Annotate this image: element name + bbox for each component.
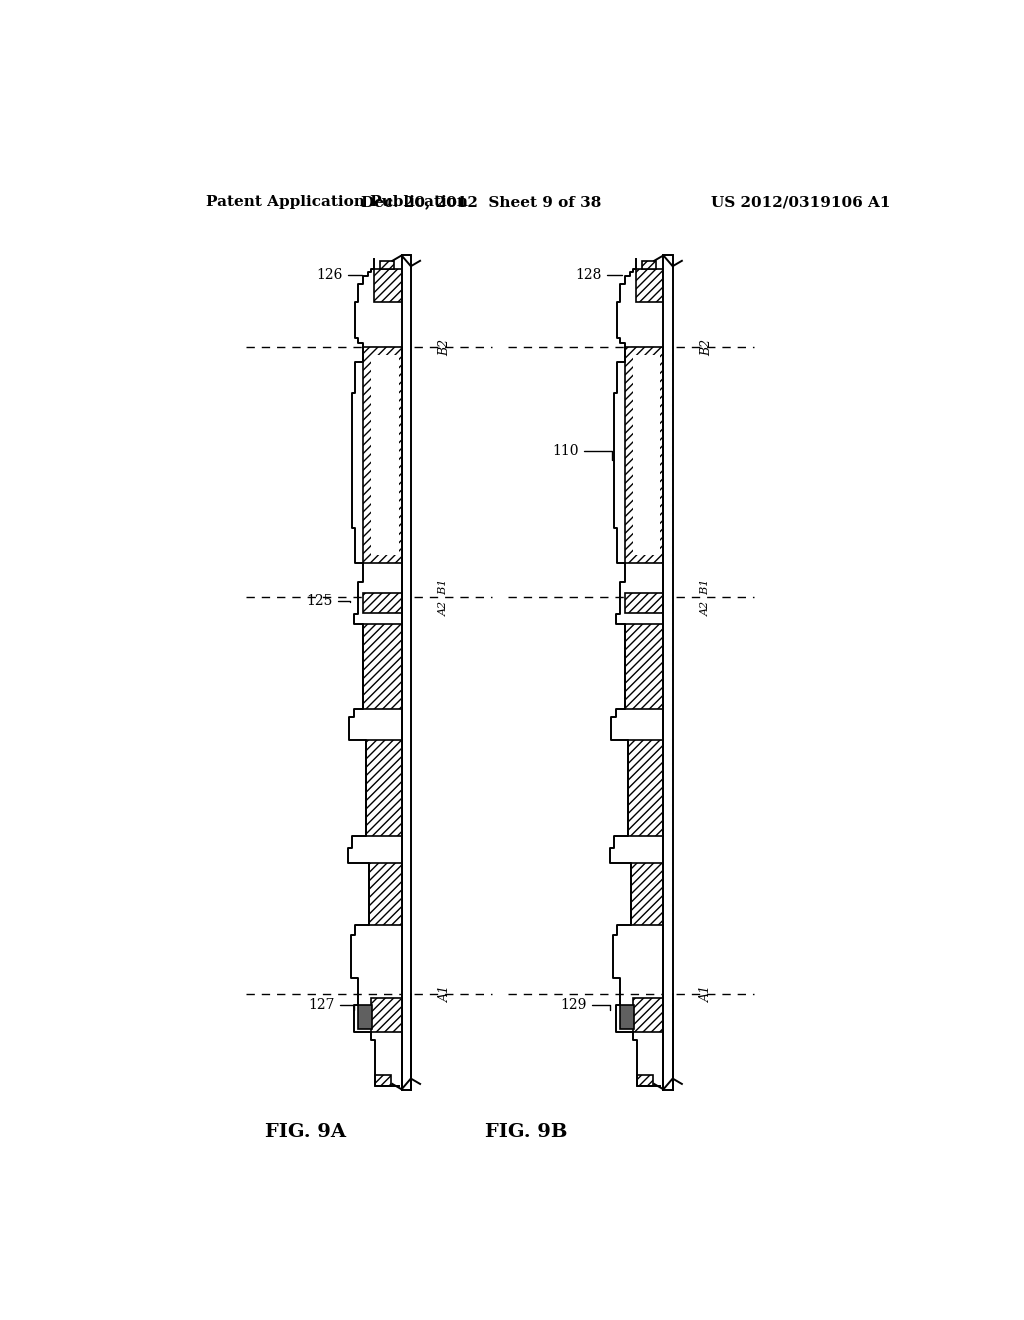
Text: B2: B2 [438, 338, 452, 355]
Bar [628, 739, 664, 836]
Bar [633, 998, 664, 1032]
Bar [636, 268, 664, 302]
Text: FIG. 9A: FIG. 9A [265, 1123, 346, 1142]
Text: 127: 127 [308, 998, 354, 1012]
Bar [642, 261, 655, 268]
Text: A2  B1: A2 B1 [438, 578, 449, 616]
Text: 110: 110 [552, 444, 611, 459]
Text: A1: A1 [700, 985, 714, 1002]
Text: A1: A1 [438, 985, 452, 1002]
Bar [364, 594, 401, 612]
Text: 129: 129 [560, 998, 609, 1012]
Bar [376, 1074, 391, 1086]
Bar [633, 355, 660, 554]
Text: US 2012/0319106 A1: US 2012/0319106 A1 [711, 195, 890, 210]
Text: A2  B1: A2 B1 [700, 578, 711, 616]
Text: 126: 126 [316, 268, 361, 282]
Text: 128: 128 [575, 268, 622, 282]
Bar [364, 347, 401, 562]
Text: Patent Application Publication: Patent Application Publication [206, 195, 468, 210]
Bar [367, 739, 401, 836]
Bar [370, 863, 401, 924]
Bar [371, 998, 401, 1032]
Text: 125: 125 [306, 594, 350, 609]
Text: B2: B2 [700, 338, 714, 355]
Bar [380, 261, 394, 268]
Bar [637, 1074, 652, 1086]
Bar [358, 1006, 373, 1028]
Bar [364, 624, 401, 709]
Bar [625, 347, 664, 562]
Bar [621, 1006, 634, 1028]
Bar [371, 355, 398, 554]
Bar [625, 624, 664, 709]
Bar [664, 255, 673, 1090]
Text: Dec. 20, 2012  Sheet 9 of 38: Dec. 20, 2012 Sheet 9 of 38 [360, 195, 601, 210]
Bar [625, 594, 664, 612]
Text: FIG. 9B: FIG. 9B [484, 1123, 567, 1142]
Bar [631, 863, 664, 924]
Bar [401, 255, 411, 1090]
Bar [374, 268, 401, 302]
